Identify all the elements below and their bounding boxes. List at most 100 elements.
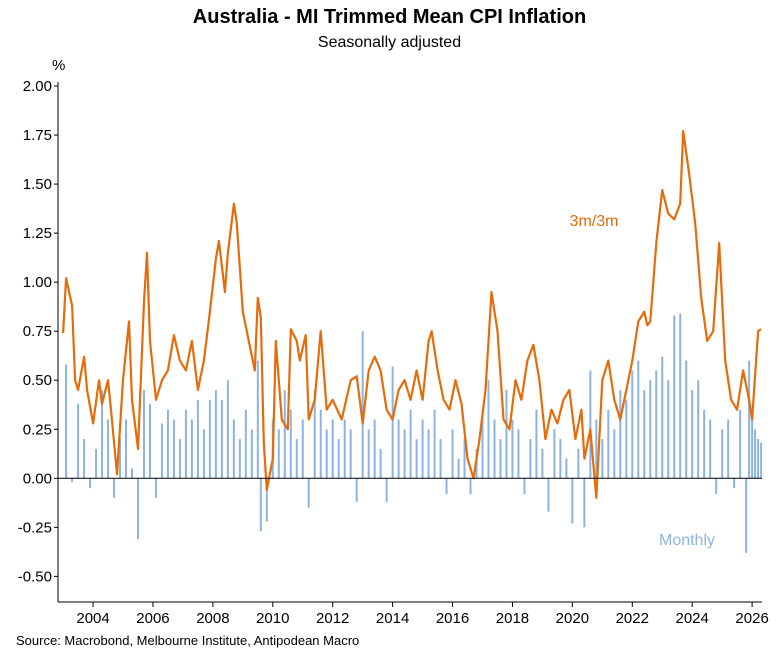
- monthly-bar: [721, 429, 724, 479]
- monthly-bar: [643, 390, 646, 479]
- monthly-bar: [337, 439, 340, 479]
- monthly-bar: [89, 478, 92, 489]
- axes: 2.00 1.75 1.50 1.25 1.00 0.75 0.50 0.25 0.00 -0.2…: [18, 78, 769, 627]
- y-tick-label: 1.75: [23, 127, 52, 144]
- monthly-bar: [244, 409, 247, 479]
- monthly-bar: [256, 360, 259, 479]
- chart-subtitle: Seasonally adjusted: [317, 34, 462, 51]
- monthly-bar: [517, 429, 520, 479]
- monthly-bar: [733, 478, 736, 489]
- monthly-bar: [523, 478, 526, 494]
- y-tick-label: 0.25: [23, 421, 52, 438]
- monthly-bar: [95, 448, 98, 479]
- monthly-bar: [125, 419, 128, 479]
- monthly-bar: [83, 439, 86, 479]
- monthly-bar: [319, 409, 322, 479]
- monthly-bar: [757, 439, 760, 479]
- monthly-bar: [379, 448, 382, 479]
- monthly-bar: [214, 390, 217, 479]
- monthly-bar: [166, 409, 169, 479]
- monthly-bar: [625, 399, 628, 479]
- source-note: Source: Macrobond, Melbourne Institute, …: [16, 633, 360, 648]
- monthly-bar: [493, 419, 496, 479]
- monthly-bar: [511, 419, 514, 479]
- monthly-bar: [709, 419, 712, 479]
- monthly-bar: [295, 439, 298, 479]
- monthly-bar: [529, 439, 532, 479]
- monthly-bar: [739, 409, 742, 479]
- monthly-bar: [463, 439, 466, 479]
- monthly-bar: [481, 409, 484, 479]
- monthly-bar: [65, 364, 68, 479]
- monthly-bar: [754, 429, 757, 479]
- monthly-bar: [457, 458, 460, 479]
- monthly-bar: [565, 458, 568, 479]
- monthly-bar: [637, 360, 640, 479]
- monthly-bar: [601, 439, 604, 479]
- y-tick-label: 1.25: [23, 225, 52, 242]
- x-tick-label: 2010: [256, 610, 289, 627]
- monthly-bar: [196, 399, 199, 479]
- monthly-bar: [667, 380, 670, 479]
- monthly-bar: [343, 419, 346, 479]
- y-tick-label: 0.00: [23, 470, 52, 487]
- monthly-bar: [136, 478, 139, 540]
- x-tick-label: 2012: [316, 610, 349, 627]
- monthly-bar: [148, 403, 151, 479]
- monthly-bar: [661, 356, 664, 479]
- monthly-bar: [541, 448, 544, 479]
- monthly-bar: [277, 429, 280, 479]
- monthly-bar: [607, 409, 610, 479]
- monthly-bar: [571, 478, 574, 524]
- y-axis-unit-label: %: [52, 57, 65, 74]
- monthly-bars: [65, 313, 763, 553]
- monthly-bar: [679, 313, 682, 479]
- x-tick-label: 2026: [735, 610, 768, 627]
- 3m3m-line: [62, 130, 762, 499]
- monthly-bar: [535, 409, 538, 479]
- monthly-bar: [349, 429, 352, 479]
- y-tick-label: 0.50: [23, 372, 52, 389]
- monthly-bar: [208, 399, 211, 479]
- monthly-bar: [331, 419, 334, 479]
- monthly-bar: [760, 443, 763, 479]
- monthly-bar: [673, 315, 676, 479]
- monthly-bar: [685, 360, 688, 479]
- x-tick-label: 2022: [616, 610, 649, 627]
- monthly-bar: [589, 370, 592, 479]
- monthly-bar: [184, 409, 187, 479]
- series-label: 3m/3m: [570, 213, 619, 230]
- monthly-bar: [487, 380, 490, 479]
- x-tick-label: 2004: [76, 610, 109, 627]
- y-tick-label: -0.50: [18, 568, 52, 585]
- monthly-bar: [655, 370, 658, 479]
- x-tick-label: 2018: [496, 610, 529, 627]
- y-tick-label: -0.25: [18, 519, 52, 536]
- monthly-bar: [469, 478, 472, 494]
- monthly-bar: [259, 478, 262, 532]
- x-tick-label: 2016: [436, 610, 469, 627]
- x-tick-label: 2008: [196, 610, 229, 627]
- monthly-bar: [433, 409, 436, 479]
- monthly-bar: [313, 390, 316, 479]
- monthly-bar: [220, 399, 223, 479]
- monthly-bar: [142, 390, 145, 479]
- x-tick-label: 2014: [376, 610, 409, 627]
- monthly-bar: [415, 439, 418, 479]
- monthly-bar: [172, 419, 175, 479]
- monthly-bar: [613, 429, 616, 479]
- monthly-bar: [751, 419, 754, 479]
- monthly-bar: [130, 468, 133, 479]
- monthly-bar: [397, 419, 400, 479]
- monthly-bar: [403, 429, 406, 479]
- monthly-bar: [226, 380, 229, 479]
- monthly-bar: [505, 390, 508, 479]
- y-tick-label: 1.50: [23, 176, 52, 193]
- monthly-bar: [160, 423, 163, 479]
- monthly-bar: [559, 439, 562, 479]
- monthly-bar: [445, 478, 448, 494]
- monthly-bar: [451, 429, 454, 479]
- series-label: Monthly: [659, 532, 715, 549]
- monthly-bar: [439, 439, 442, 479]
